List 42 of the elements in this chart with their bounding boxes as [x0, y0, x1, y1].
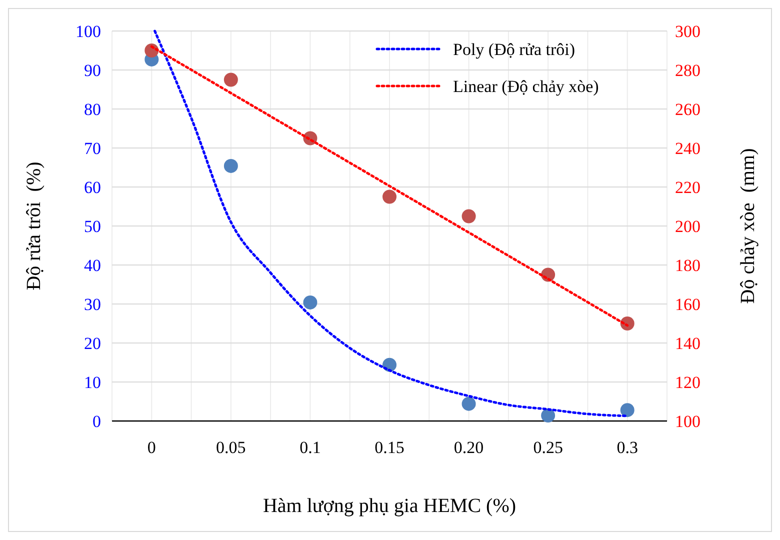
y-tick-label: 0: [92, 412, 101, 431]
y-tick-label: 90: [84, 61, 101, 80]
y2-tick-label: 160: [675, 295, 700, 314]
point: [224, 158, 238, 173]
legend-label: Poly (Độ rửa trôi): [453, 40, 576, 59]
y2-tick-label: 300: [675, 22, 700, 41]
x-tick-label: 0: [147, 438, 156, 457]
y2-tick-label: 240: [675, 139, 700, 158]
y-tick-label: 50: [84, 217, 101, 236]
point: [224, 72, 238, 87]
y2-tick-label: 120: [675, 373, 700, 392]
y2-tick-label: 140: [675, 334, 700, 353]
y-tick-label: 70: [84, 139, 101, 158]
y-tick-label: 80: [84, 100, 101, 119]
y2-tick-label: 220: [675, 178, 700, 197]
y2-tick-label: 180: [675, 256, 700, 275]
y-tick-label: 40: [84, 256, 101, 275]
y2-axis-title: Độ chảy xòe (mm): [737, 148, 759, 304]
y-tick-label: 100: [76, 22, 101, 41]
y-tick-label: 60: [84, 178, 101, 197]
point: [382, 190, 396, 204]
point: [303, 295, 318, 310]
x-axis-title: Hàm lượng phụ gia HEMC (%): [262, 495, 516, 517]
point: [462, 209, 476, 224]
y2-tick-label: 260: [675, 100, 700, 119]
x-tick-label: 0.3: [616, 438, 638, 457]
x-tick-label: 0.15: [374, 438, 404, 457]
y2-tick-label: 100: [675, 412, 700, 431]
y2-tick-label: 280: [675, 61, 700, 80]
legend-label: Linear (Độ chảy xòe): [453, 77, 599, 96]
x-tick-label: 0.05: [216, 438, 246, 457]
x-tick-label: 0.20: [454, 438, 484, 457]
y-axis-title: Độ rửa trôi (%): [23, 162, 45, 290]
y-tick-label: 10: [84, 373, 101, 392]
point: [620, 403, 634, 418]
x-tick-label: 0.1: [300, 438, 321, 457]
y-tick-label: 30: [84, 295, 101, 314]
y-tick-label: 20: [84, 334, 101, 353]
x-tick-label: 0.25: [533, 438, 563, 457]
y2-tick-label: 200: [675, 217, 700, 236]
point: [541, 408, 556, 423]
point: [462, 396, 476, 411]
